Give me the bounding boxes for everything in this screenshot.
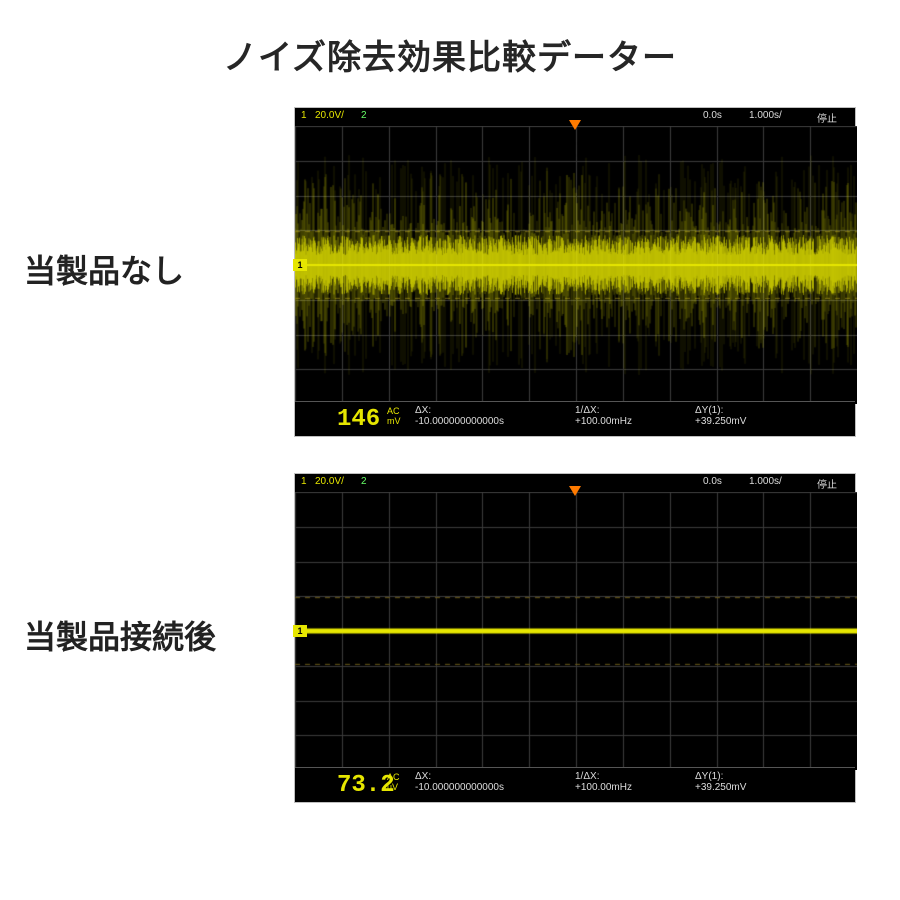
readout-unit: ACmV bbox=[387, 406, 401, 426]
scope-waveform bbox=[295, 126, 857, 404]
comparison-row: 当製品なし 1 20.0V/2 0.0s 1.000s/停止 1 146 ACmV ΔX:-1… bbox=[18, 107, 882, 437]
page-title: ノイズ除去効果比較データー bbox=[18, 30, 882, 79]
scope-top-label-ch2: 2 bbox=[361, 110, 367, 121]
scope-top-label-stop: 停止 bbox=[817, 476, 837, 491]
scope-bottom-bar: 73.2ACuV ΔX:-10.000000000000s 1/ΔX:+100.00… bbox=[295, 767, 855, 802]
trigger-marker-icon bbox=[569, 120, 581, 130]
scope-stat-dy: ΔY(1):+39.250mV bbox=[695, 405, 746, 427]
readout-unit: ACuV bbox=[387, 772, 400, 792]
scope-stat-invdx: 1/ΔX:+100.00mHz bbox=[575, 405, 632, 427]
scope-bottom-bar: 146 ACmV ΔX:-10.000000000000s 1/ΔX:+100.00m… bbox=[295, 401, 855, 436]
channel-marker-icon: 1 bbox=[293, 259, 307, 271]
oscilloscope-with: 1 20.0V/2 0.0s 1.000s/停止 1 73.2ACuV ΔX:-10.000… bbox=[294, 473, 856, 803]
scope-plot-area: 1 bbox=[295, 126, 855, 404]
scope-top-label-stop: 停止 bbox=[817, 110, 837, 125]
scope-stat-dx: ΔX:-10.000000000000s bbox=[415, 405, 504, 427]
row-label-with: 当製品接続後 bbox=[18, 617, 294, 659]
scope-top-label-tbase: 1.000s/ bbox=[749, 476, 782, 487]
scope-top-label-scale: 20.0V/ bbox=[315, 476, 344, 487]
scope-waveform bbox=[295, 492, 857, 770]
scope-top-label-time0: 0.0s bbox=[703, 110, 722, 121]
scope-top-label-time0: 0.0s bbox=[703, 476, 722, 487]
scope-top-label-ch1: 1 bbox=[301, 110, 307, 121]
scope-plot-area: 1 bbox=[295, 492, 855, 770]
scope-top-label-ch2: 2 bbox=[361, 476, 367, 487]
row-label-without: 当製品なし bbox=[18, 251, 294, 293]
scope-top-label-tbase: 1.000s/ bbox=[749, 110, 782, 121]
comparison-row: 当製品接続後 1 20.0V/2 0.0s 1.000s/停止 1 73.2ACuV ΔX:… bbox=[18, 473, 882, 803]
readout-value: 146 bbox=[337, 406, 380, 433]
oscilloscope-without: 1 20.0V/2 0.0s 1.000s/停止 1 146 ACmV ΔX:-10.0000… bbox=[294, 107, 856, 437]
scope-stat-invdx: 1/ΔX:+100.00mHz bbox=[575, 771, 632, 793]
scope-top-label-scale: 20.0V/ bbox=[315, 110, 344, 121]
scope-stat-dy: ΔY(1):+39.250mV bbox=[695, 771, 746, 793]
scope-stat-dx: ΔX:-10.000000000000s bbox=[415, 771, 504, 793]
channel-marker-icon: 1 bbox=[293, 625, 307, 637]
readout-value: 73.2 bbox=[337, 772, 395, 799]
scope-top-label-ch1: 1 bbox=[301, 476, 307, 487]
trigger-marker-icon bbox=[569, 486, 581, 496]
